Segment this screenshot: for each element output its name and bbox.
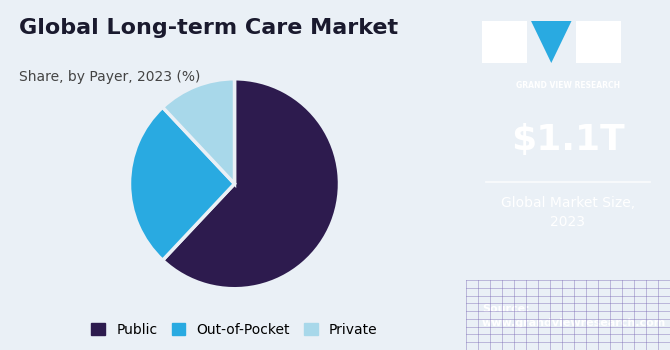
Text: Global Market Size,
2023: Global Market Size, 2023 xyxy=(500,196,635,230)
Wedge shape xyxy=(129,107,234,260)
Text: Share, by Payer, 2023 (%): Share, by Payer, 2023 (%) xyxy=(19,70,200,84)
Text: Global Long-term Care Market: Global Long-term Care Market xyxy=(19,18,398,37)
Polygon shape xyxy=(531,21,572,63)
Wedge shape xyxy=(163,79,340,289)
Legend: Public, Out-of-Pocket, Private: Public, Out-of-Pocket, Private xyxy=(86,317,383,342)
FancyBboxPatch shape xyxy=(482,21,527,63)
Wedge shape xyxy=(163,79,234,184)
FancyBboxPatch shape xyxy=(576,21,620,63)
Text: GRAND VIEW RESEARCH: GRAND VIEW RESEARCH xyxy=(516,80,620,90)
Text: Source:
www.grandviewresearch.com: Source: www.grandviewresearch.com xyxy=(482,304,666,329)
Text: $1.1T: $1.1T xyxy=(511,123,624,157)
